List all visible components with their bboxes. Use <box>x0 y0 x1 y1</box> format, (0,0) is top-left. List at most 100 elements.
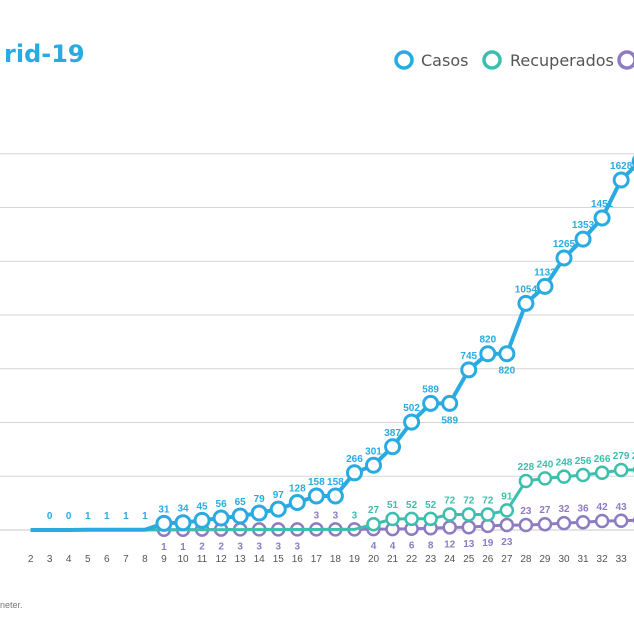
data-point <box>366 516 381 532</box>
data-label: 36 <box>577 503 589 514</box>
data-point <box>594 465 610 481</box>
data-point <box>404 511 419 527</box>
data-label: 128 <box>289 483 306 494</box>
data-label: 72 <box>444 496 456 507</box>
data-point <box>518 473 534 489</box>
data-label: 1133 <box>534 267 556 278</box>
x-tick-label: 11 <box>197 554 208 565</box>
data-point <box>499 517 515 533</box>
data-label: 1054 <box>515 284 538 295</box>
data-label: 266 <box>594 454 611 465</box>
data-point <box>442 507 457 522</box>
data-label: 502 <box>403 403 420 414</box>
data-label: 256 <box>575 456 592 467</box>
data-label: 34 <box>177 504 189 515</box>
legend: Casos Recuperados <box>394 50 634 70</box>
data-point <box>498 345 516 363</box>
data-point <box>479 345 497 363</box>
footnote: neter. <box>0 600 23 610</box>
data-label: 43 <box>616 502 628 513</box>
data-label: 266 <box>346 454 363 465</box>
legend-item-third-series[interactable] <box>617 50 634 70</box>
data-label: 27 <box>539 505 551 516</box>
data-point <box>556 469 572 484</box>
data-point <box>461 519 476 535</box>
data-label: 45 <box>196 501 208 512</box>
data-point <box>574 230 592 248</box>
legend-marker-recuperados <box>482 50 502 70</box>
data-point <box>593 209 611 227</box>
data-label: 91 <box>501 491 513 502</box>
x-tick-label: 14 <box>254 554 266 565</box>
data-label: 1451 <box>591 199 614 210</box>
data-point <box>269 500 287 518</box>
x-axis-ticks: 2 3 4 5 6 7 8 9 10 11 12 13 14 15 16 17 18 19 20 21 22 23 24 25… <box>28 554 627 565</box>
data-label: 1 <box>161 542 167 553</box>
data-label: 12 <box>444 539 456 550</box>
x-tick-label: 20 <box>368 554 380 565</box>
data-point <box>250 504 268 522</box>
data-label: 0 <box>66 511 72 522</box>
legend-label-recuperados: Recuperados <box>510 51 614 70</box>
series-layer: 1122333333446812131923232732364243463275… <box>30 155 634 553</box>
data-point <box>174 514 192 532</box>
data-label: 6 <box>409 541 415 552</box>
data-label: 589 <box>441 415 458 426</box>
legend-item-recuperados[interactable]: Recuperados <box>482 50 614 70</box>
x-tick-label: 5 <box>85 554 91 565</box>
data-label: 65 <box>235 497 247 508</box>
data-label: 3 <box>314 510 320 521</box>
data-point <box>612 171 630 189</box>
legend-marker-casos <box>394 50 414 70</box>
data-point <box>499 503 515 518</box>
x-tick-label: 19 <box>349 554 361 565</box>
x-tick-label: 13 <box>235 554 247 565</box>
data-point <box>288 493 306 511</box>
data-label: 72 <box>482 496 494 507</box>
data-label: 52 <box>406 500 418 511</box>
x-tick-label: 23 <box>425 554 437 565</box>
data-label: 23 <box>501 537 513 548</box>
x-tick-label: 25 <box>463 554 475 565</box>
data-label: 1 <box>123 511 129 522</box>
data-point <box>594 513 610 529</box>
x-tick-label: 9 <box>161 554 167 565</box>
x-tick-label: 7 <box>123 554 129 565</box>
data-point <box>442 520 457 535</box>
x-tick-label: 22 <box>406 554 418 565</box>
data-point <box>212 509 230 527</box>
data-label: 1 <box>85 511 91 522</box>
data-label: 1 <box>142 511 148 522</box>
data-point <box>575 515 591 530</box>
x-tick-label: 6 <box>104 554 110 565</box>
x-tick-label: 30 <box>558 554 570 565</box>
data-point <box>460 361 478 379</box>
legend-item-casos[interactable]: Casos <box>394 50 468 70</box>
data-label: 3 <box>352 510 358 521</box>
data-point <box>307 487 325 505</box>
data-label: 1 <box>104 511 110 522</box>
x-tick-label: 3 <box>47 554 53 565</box>
data-label: 3 <box>295 541 301 552</box>
data-point <box>537 516 553 532</box>
data-label: 248 <box>556 458 573 469</box>
data-point <box>555 249 573 267</box>
data-label: 3 <box>237 541 243 552</box>
data-point <box>517 294 535 312</box>
data-point <box>345 464 363 482</box>
data-point <box>537 471 553 486</box>
data-label: 0 <box>47 511 53 522</box>
data-point <box>556 515 572 531</box>
data-label: 158 <box>327 477 344 488</box>
data-label: 280 <box>632 451 634 462</box>
data-point <box>385 511 400 527</box>
data-label: 820 <box>479 335 496 346</box>
x-tick-label: 24 <box>444 554 456 565</box>
data-label: 1353 <box>572 220 595 231</box>
data-label: 31 <box>158 504 170 515</box>
x-tick-label: 31 <box>577 554 589 565</box>
data-label: 32 <box>558 504 570 515</box>
data-label: 51 <box>387 500 399 511</box>
data-label: 27 <box>368 505 380 516</box>
